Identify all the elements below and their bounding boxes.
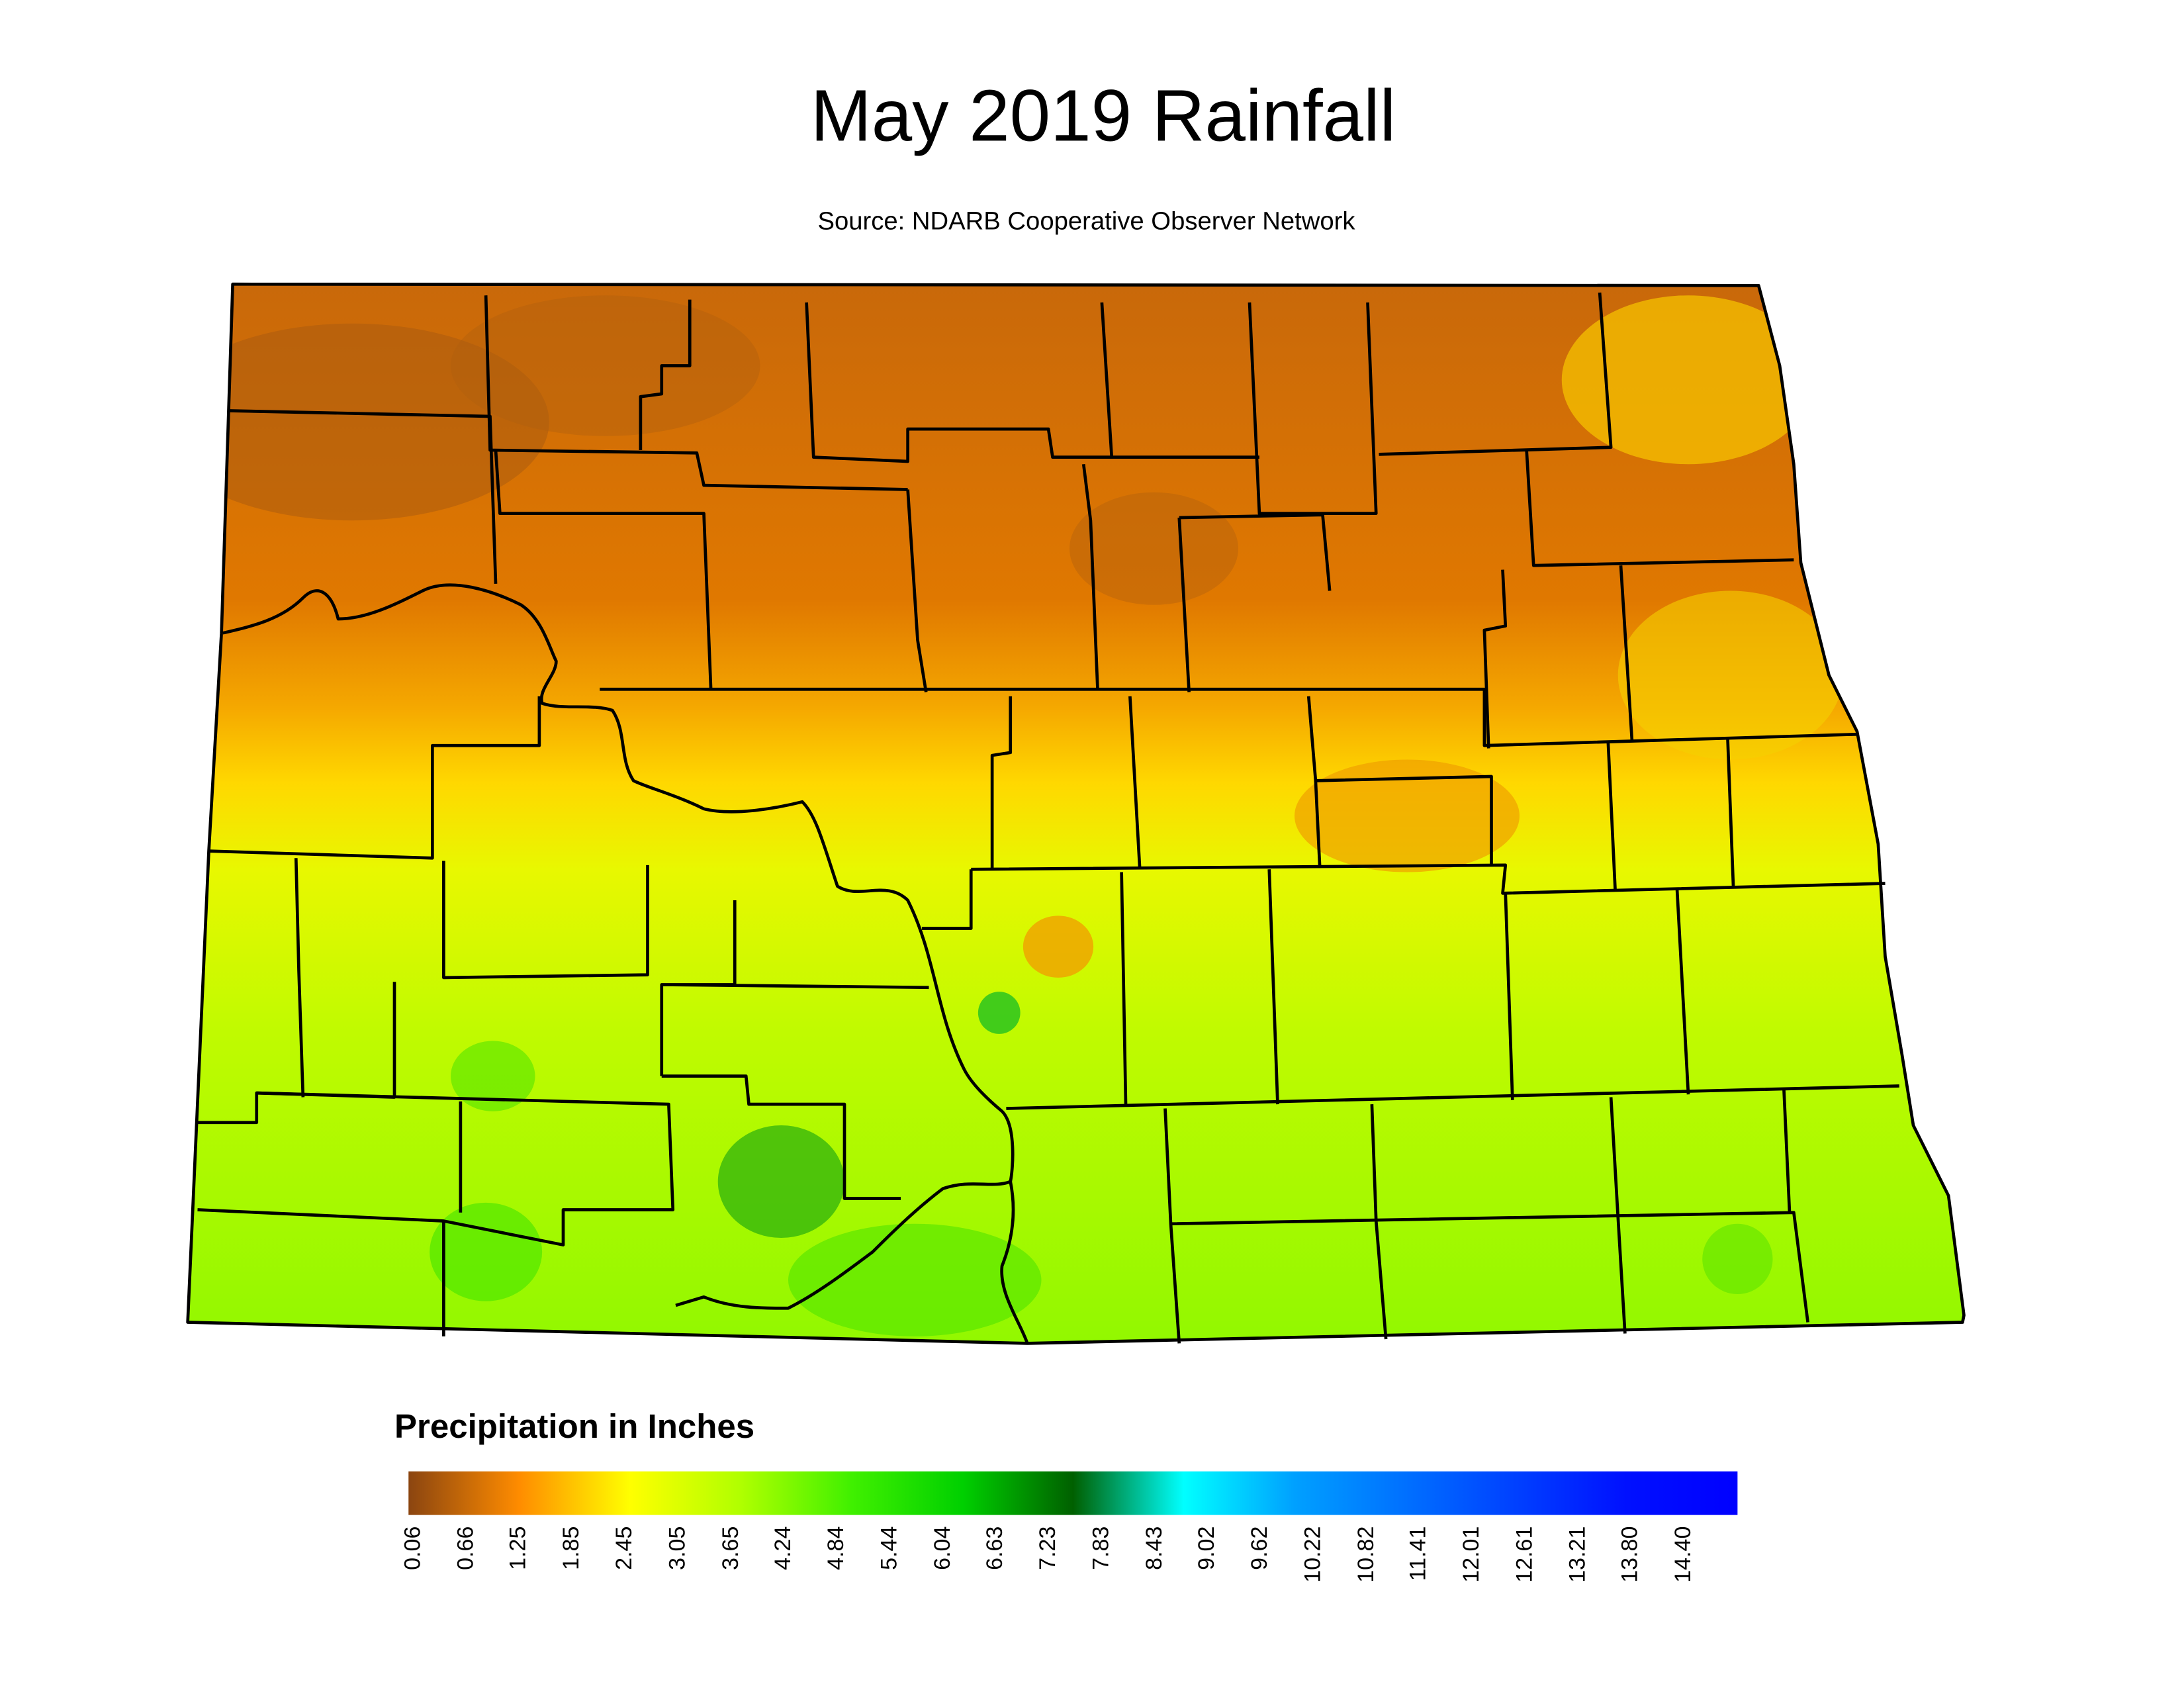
- colorbar-tick-label: 10.82: [1353, 1526, 1379, 1583]
- colorbar-tick-label: 9.62: [1247, 1526, 1272, 1570]
- colorbar-tick-label: 10.22: [1300, 1526, 1325, 1583]
- colorbar-ramp: [408, 1471, 1738, 1515]
- county-boundaries: [186, 282, 1966, 1345]
- colorbar-tick-label: 13.21: [1565, 1526, 1590, 1583]
- colorbar-tick-label: 2.45: [612, 1526, 637, 1570]
- colorbar-tick-label: 3.65: [718, 1526, 743, 1570]
- colorbar-tick-label: 7.23: [1035, 1526, 1060, 1570]
- colorbar-tick-label: 12.01: [1459, 1526, 1484, 1583]
- colorbar-tick-label: 3.05: [665, 1526, 690, 1570]
- colorbar-tick-label: 4.84: [823, 1526, 848, 1570]
- rainfall-surface: [187, 284, 1964, 1344]
- colorbar-tick-label: 4.24: [770, 1526, 796, 1570]
- colorbar-tick-label: 5.44: [877, 1526, 902, 1570]
- colorbar-tick-label: 14.40: [1670, 1526, 1696, 1583]
- legend-title: Precipitation in Inches: [394, 1407, 754, 1445]
- colorbar-tick-label: 7.83: [1088, 1526, 1113, 1570]
- colorbar-tick-label: 0.06: [400, 1526, 425, 1570]
- colorbar-tick-label: 1.85: [559, 1526, 584, 1570]
- colorbar-tick-label: 6.63: [982, 1526, 1007, 1570]
- colorbar-tick-label: 0.66: [453, 1526, 478, 1570]
- colorbar-tick-label: 9.02: [1194, 1526, 1219, 1570]
- map-subtitle: Source: NDARB Cooperative Observer Netwo…: [817, 207, 1355, 235]
- colorbar-tick-label: 6.04: [930, 1526, 955, 1570]
- map-title: May 2019 Rainfall: [811, 75, 1396, 157]
- colorbar-tick-label: 11.41: [1406, 1526, 1431, 1581]
- colorbar-tick-label: 12.61: [1512, 1526, 1537, 1583]
- colorbar-tick-label: 13.80: [1617, 1526, 1643, 1583]
- colorbar-tick-label: 8.43: [1142, 1526, 1167, 1570]
- colorbar-tick-label: 1.25: [506, 1526, 531, 1570]
- colorbar: 0.06 0.66 1.25 1.85 2.45 3.05 3.65 4.24 4.84 5.44…: [400, 1471, 1738, 1583]
